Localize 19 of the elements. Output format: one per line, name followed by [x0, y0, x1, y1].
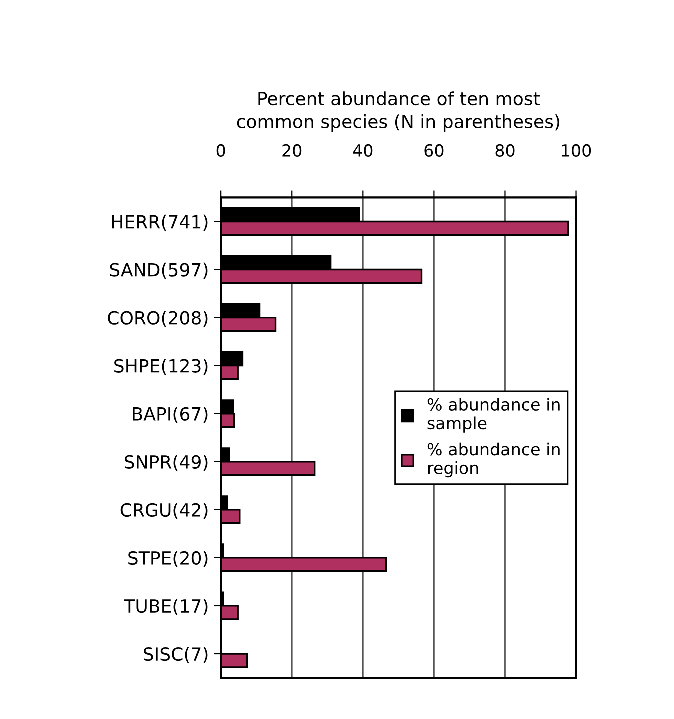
x-tick-label: 40 — [353, 144, 373, 157]
x-tick-label: 60 — [424, 144, 444, 157]
y-tick-label: SAND(597) — [110, 262, 208, 280]
x-tick-label: 100 — [562, 144, 592, 157]
y-tick-label: STPE(20) — [128, 551, 208, 568]
x-tick-label: 80 — [496, 144, 515, 157]
y-tick-label: CRGU(42) — [120, 503, 208, 520]
x-tick-label: 20 — [282, 144, 302, 157]
chart-title: Percent abundance of ten most common species (N in parentheses) — [237, 92, 560, 132]
legend-label: % abundance in region — [428, 442, 560, 478]
y-tick-label: BAPI(67) — [133, 407, 208, 424]
y-tick-label: CORO(208) — [108, 310, 208, 328]
y-tick-label: TUBE(17) — [124, 599, 208, 616]
x-tick-label: 0 — [216, 144, 226, 157]
y-tick-label: SHPE(123) — [114, 358, 208, 376]
y-tick-label: SNPR(49) — [124, 455, 208, 472]
y-tick-label: SISC(7) — [144, 647, 208, 664]
legend-label: % abundance in sample — [428, 398, 560, 433]
y-tick-label: HERR(741) — [112, 214, 208, 231]
